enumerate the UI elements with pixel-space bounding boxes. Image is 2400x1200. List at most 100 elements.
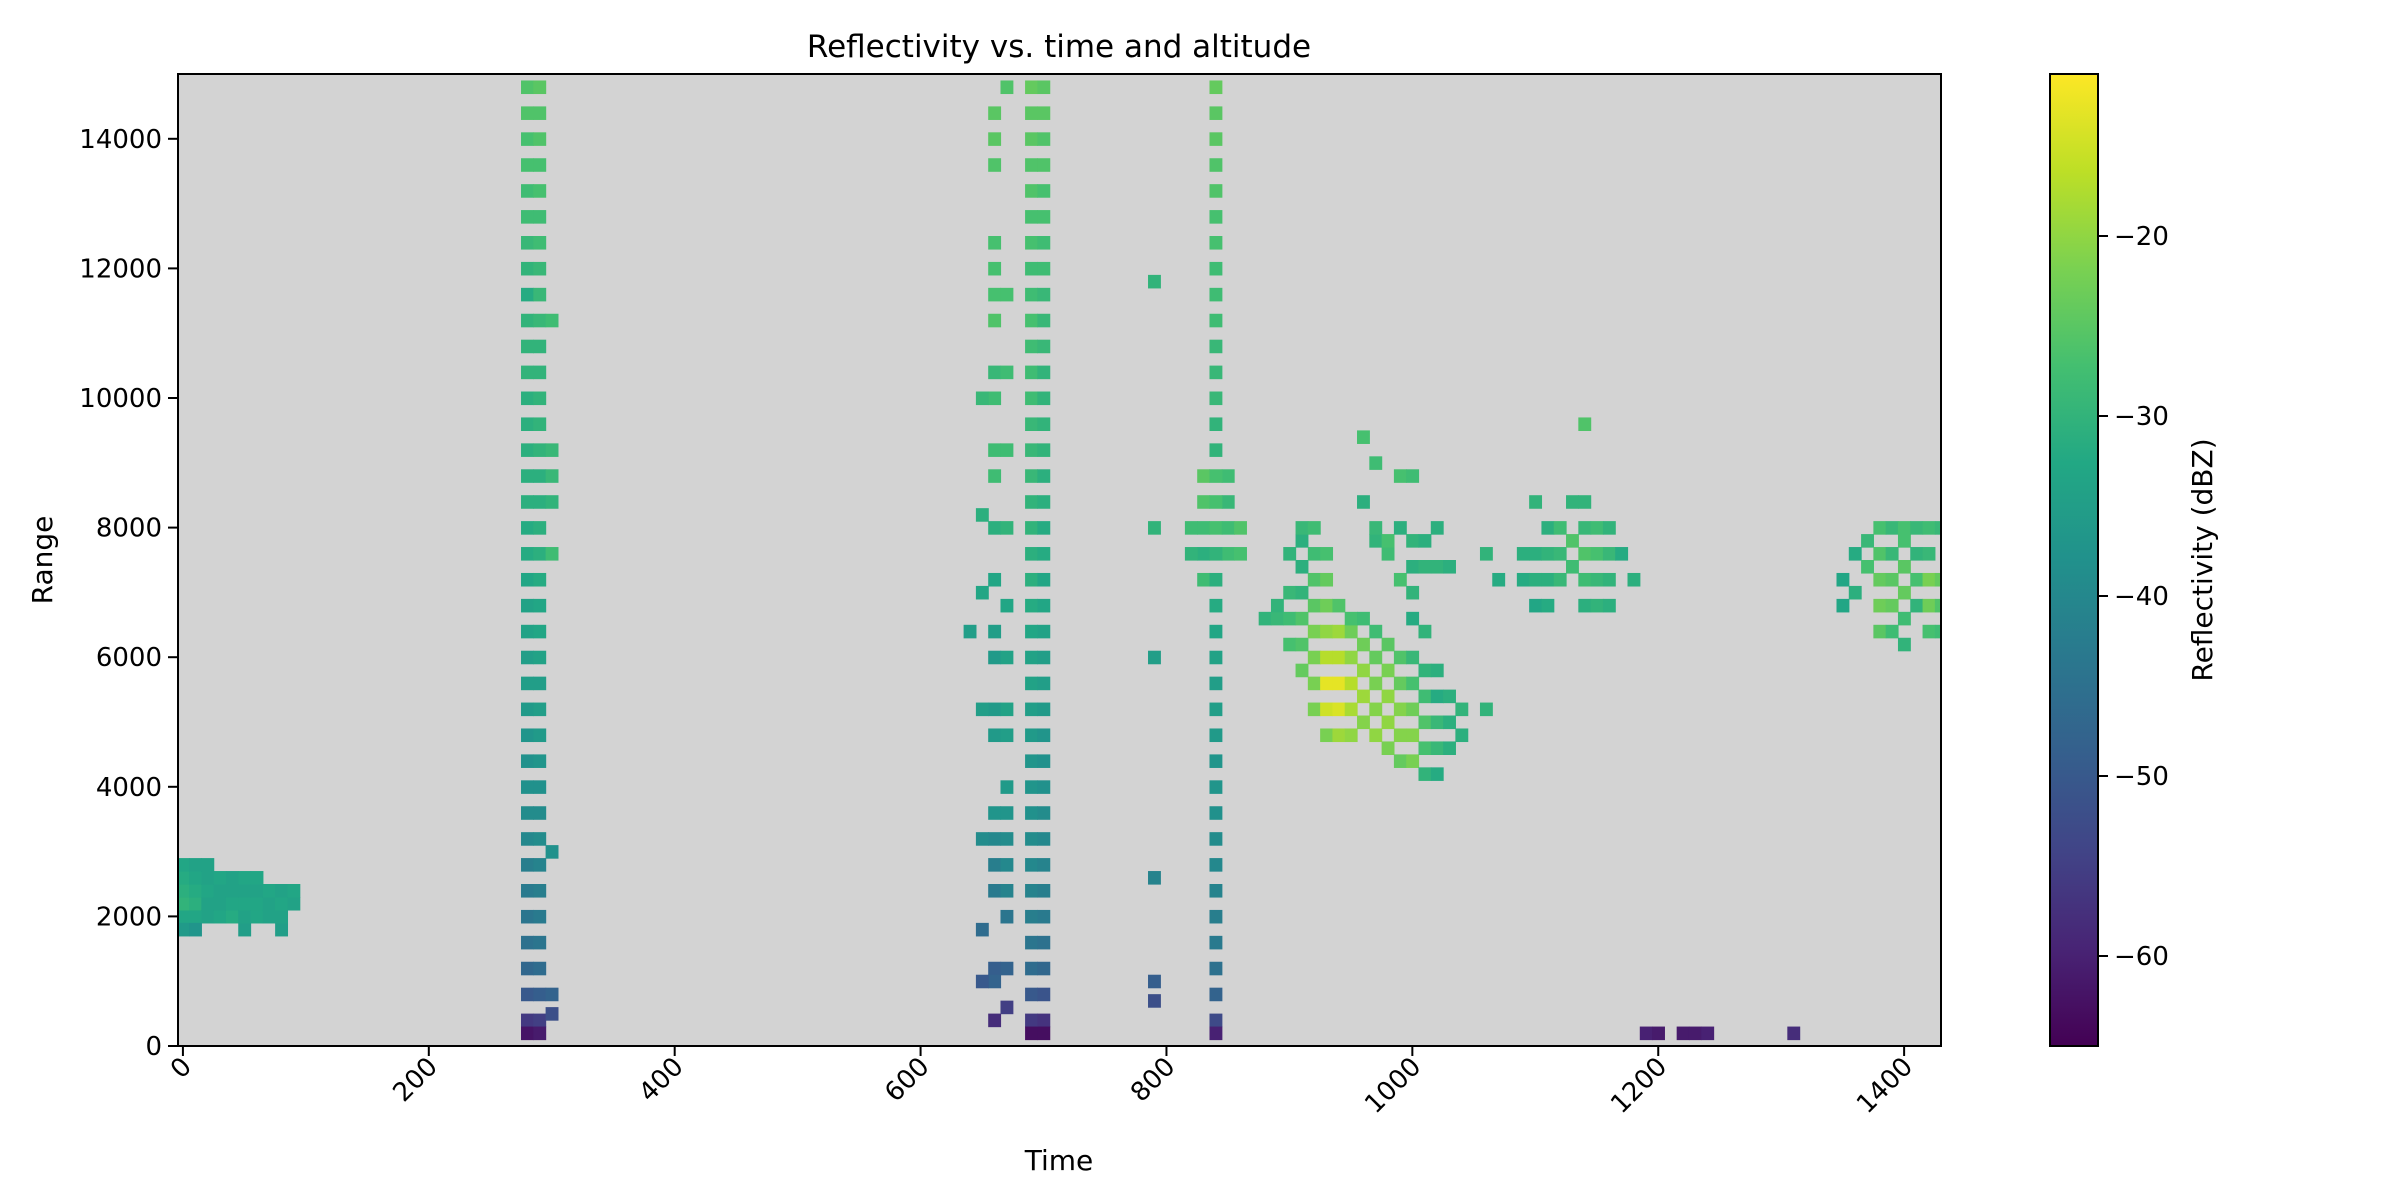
- heatmap-cell: [533, 313, 547, 328]
- heatmap-cell: [988, 858, 1002, 872]
- heatmap-cell: [988, 106, 1002, 120]
- heatmap-cell: [988, 236, 1002, 250]
- heatmap-cell: [1209, 80, 1223, 95]
- heatmap-cell: [521, 443, 534, 457]
- chart-title: Reflectivity vs. time and altitude: [807, 29, 1311, 65]
- heatmap-cell: [1037, 598, 1051, 613]
- heatmap-cell: [1209, 884, 1223, 898]
- heatmap-cell: [1148, 994, 1161, 1008]
- heatmap-cell: [1381, 715, 1395, 730]
- heatmap-cell: [1934, 572, 1941, 587]
- heatmap-cell: [1676, 1026, 1690, 1041]
- heatmap-cell: [1221, 495, 1235, 509]
- heatmap-cell: [1025, 780, 1038, 794]
- heatmap-cell: [178, 922, 190, 937]
- heatmap-cell: [521, 339, 534, 354]
- heatmap-cell: [988, 1013, 1002, 1028]
- heatmap-cell: [533, 832, 547, 846]
- heatmap-cell: [1393, 676, 1407, 691]
- heatmap-cell: [1295, 611, 1309, 626]
- heatmap-cell: [1025, 806, 1038, 820]
- heatmap-cell: [988, 443, 1002, 457]
- heatmap-cell: [225, 871, 239, 885]
- x-tick-label: 200: [387, 1052, 443, 1108]
- heatmap-cell: [533, 806, 547, 820]
- heatmap-cell: [1910, 572, 1924, 587]
- heatmap-cell: [545, 547, 559, 561]
- heatmap-cell: [1000, 702, 1014, 717]
- heatmap-cell: [1307, 598, 1321, 613]
- heatmap-cell: [1037, 650, 1051, 665]
- heatmap-cell: [1037, 417, 1051, 431]
- heatmap-cell: [1479, 702, 1493, 717]
- heatmap-cell: [1209, 391, 1223, 406]
- heatmap-cell: [1283, 585, 1297, 600]
- heatmap-cell: [1897, 611, 1911, 626]
- heatmap-cell: [521, 391, 534, 406]
- heatmap-cell: [1344, 728, 1358, 743]
- heatmap-cell: [533, 469, 547, 483]
- y-axis: 0 2000 4000 6000 8000 10000 12000 14000: [79, 125, 178, 1062]
- heatmap-cell: [1332, 598, 1346, 613]
- heatmap-cell: [975, 832, 989, 846]
- heatmap-cell: [1873, 547, 1887, 561]
- heatmap-cell: [1000, 909, 1014, 924]
- heatmap-cell: [533, 624, 547, 639]
- heatmap-cell: [1430, 741, 1444, 755]
- heatmap-cell: [1922, 598, 1936, 613]
- heatmap-cell: [1443, 741, 1456, 755]
- heatmap-cell: [1320, 624, 1334, 639]
- heatmap-cell: [1406, 702, 1420, 717]
- heatmap-cell: [1430, 560, 1444, 574]
- heatmap-cell: [521, 728, 534, 743]
- heatmap-cell: [533, 80, 547, 95]
- heatmap-cell: [1344, 676, 1358, 691]
- heatmap-cell: [1037, 572, 1051, 587]
- heatmap-cell: [521, 236, 534, 250]
- heatmap-cell: [1344, 702, 1358, 717]
- heatmap-cell: [533, 417, 547, 431]
- heatmap-cell: [545, 845, 559, 859]
- heatmap-cell: [225, 884, 239, 898]
- heatmap-cell: [1344, 650, 1358, 665]
- heatmap-cell: [521, 884, 534, 898]
- heatmap-cell: [988, 624, 1002, 639]
- heatmap-cell: [1037, 858, 1051, 872]
- heatmap-cell: [1037, 313, 1051, 328]
- colorbar-tick-label: −40: [2114, 582, 2169, 612]
- heatmap-cell: [1873, 521, 1887, 535]
- heatmap-cell: [1627, 572, 1641, 587]
- heatmap-cell: [1025, 702, 1038, 717]
- heatmap-cell: [988, 521, 1002, 535]
- heatmap-cell: [1000, 961, 1014, 976]
- heatmap-cell: [1393, 728, 1407, 743]
- colorbar-tick-label: −30: [2114, 402, 2169, 432]
- heatmap-cell: [521, 806, 534, 820]
- heatmap-cell: [1406, 754, 1420, 768]
- colorbar-ticks: −60 −50 −40 −30 −20: [2098, 222, 2169, 972]
- heatmap-cell: [521, 365, 534, 380]
- heatmap-cell: [521, 624, 534, 639]
- heatmap-cell: [1369, 728, 1383, 743]
- heatmap-cell: [1209, 210, 1223, 224]
- heatmap-cell: [1369, 456, 1383, 470]
- x-tick-label: 1200: [1605, 1052, 1673, 1120]
- heatmap-cell: [1000, 80, 1014, 95]
- heatmap-cell: [545, 313, 559, 328]
- heatmap-cell: [201, 884, 215, 898]
- heatmap-cell: [1037, 754, 1051, 768]
- heatmap-cell: [1000, 287, 1014, 302]
- heatmap-cell: [201, 909, 215, 924]
- heatmap-cell: [1934, 521, 1941, 535]
- colorbar-tick-label: −60: [2114, 942, 2169, 972]
- heatmap-cell: [1209, 313, 1223, 328]
- heatmap-cell: [1209, 624, 1223, 639]
- heatmap-cell: [1369, 676, 1383, 691]
- heatmap-cell: [1270, 598, 1284, 613]
- heatmap-cell: [1025, 210, 1038, 224]
- heatmap-cell: [1553, 521, 1567, 535]
- heatmap-cell: [1000, 806, 1014, 820]
- heatmap-cell: [1369, 534, 1383, 548]
- heatmap-cell: [1639, 1026, 1653, 1041]
- heatmap-cell: [213, 884, 227, 898]
